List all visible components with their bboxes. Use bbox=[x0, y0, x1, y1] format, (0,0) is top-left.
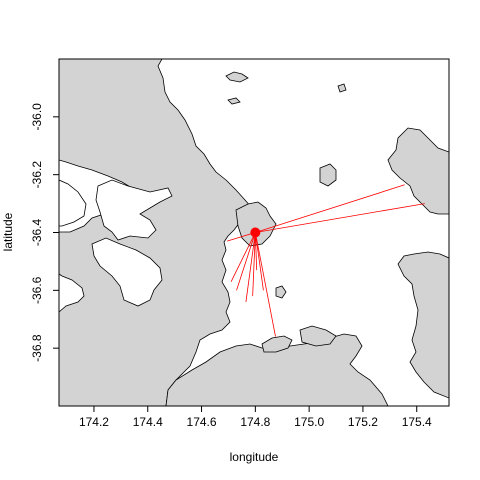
connection-line bbox=[230, 232, 256, 282]
harbour-kaipara bbox=[59, 179, 87, 227]
land-clevedon bbox=[299, 325, 337, 347]
x-tick-label: 174.6 bbox=[187, 415, 217, 429]
x-tick-label: 175.2 bbox=[348, 415, 378, 429]
island-kawau bbox=[225, 71, 249, 83]
y-tick-label: -36.0 bbox=[30, 103, 44, 131]
connection-line bbox=[254, 232, 264, 291]
connection-line bbox=[236, 232, 256, 291]
connection-line bbox=[245, 232, 256, 302]
y-tick-label: -36.6 bbox=[30, 276, 44, 304]
island-rangitoto bbox=[275, 285, 287, 299]
y-axis: -36.0 -36.2 -36.4 -36.6 -36.8 bbox=[30, 103, 59, 362]
connection-line bbox=[252, 232, 256, 297]
island-east-small bbox=[337, 83, 347, 93]
x-axis: 174.2 174.4 174.6 174.8 175.0 175.2 175.4 bbox=[79, 406, 432, 429]
land-coromandel-south bbox=[397, 251, 449, 399]
x-tick-label: 174.4 bbox=[133, 415, 163, 429]
connection-line bbox=[254, 232, 276, 337]
connection-line bbox=[254, 232, 258, 271]
harbour-manukau bbox=[91, 237, 163, 307]
harbour-kaipara-inner bbox=[95, 179, 173, 241]
x-tick-label: 175.4 bbox=[402, 415, 432, 429]
y-tick-label: -36.8 bbox=[30, 334, 44, 362]
connection-line bbox=[255, 203, 425, 233]
connection-lines bbox=[226, 184, 425, 337]
x-tick-label: 174.8 bbox=[240, 415, 270, 429]
island-waiheke bbox=[261, 335, 293, 353]
island-north-small bbox=[227, 97, 241, 105]
x-tick-label: 175.0 bbox=[294, 415, 324, 429]
hub-point bbox=[250, 227, 261, 238]
y-axis-title: latitude bbox=[1, 212, 15, 251]
land-coromandel-north bbox=[387, 127, 449, 215]
connection-line bbox=[255, 184, 405, 233]
x-tick-label: 174.2 bbox=[79, 415, 109, 429]
y-tick-label: -36.4 bbox=[30, 219, 44, 247]
island-little-barrier bbox=[319, 163, 337, 187]
land-mainland-west bbox=[59, 59, 255, 406]
y-tick-label: -36.2 bbox=[30, 161, 44, 189]
x-axis-title: longitude bbox=[230, 450, 279, 464]
